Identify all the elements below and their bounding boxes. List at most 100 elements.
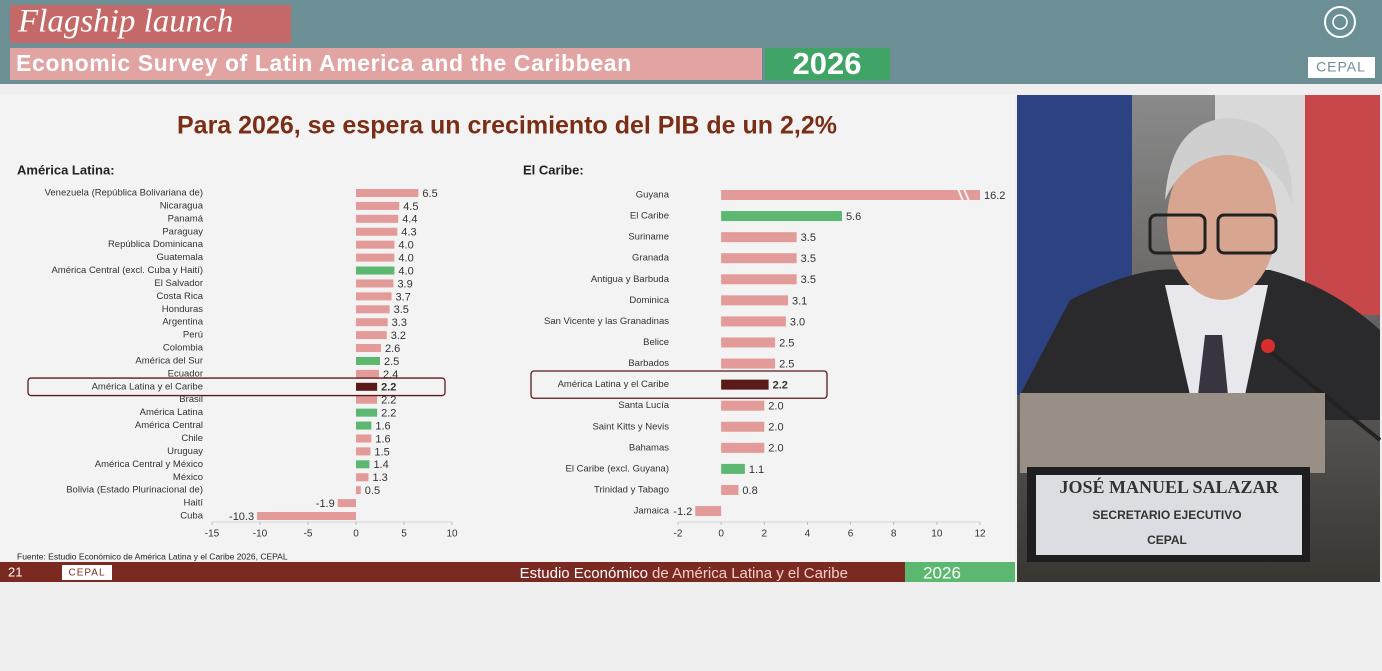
category-label: Costa Rica (157, 291, 204, 302)
header-subtitle: Economic Survey of Latin America and the… (16, 50, 632, 76)
category-label: El Caribe (630, 211, 669, 222)
value-label: 5.6 (846, 211, 861, 223)
bar (356, 292, 392, 301)
x-tick-label: -15 (205, 529, 220, 540)
bar (356, 318, 388, 327)
value-label: 4.3 (401, 227, 416, 239)
value-label: -1.9 (316, 498, 335, 510)
bar (356, 227, 398, 236)
value-label: 4.0 (398, 240, 413, 252)
value-label: 2.6 (385, 343, 400, 355)
category-label: Barbados (628, 358, 669, 369)
bar (721, 316, 786, 327)
axis-break (963, 188, 970, 202)
year-box (765, 48, 890, 80)
bar (356, 460, 370, 469)
microphone (1260, 343, 1382, 442)
value-label: 4.5 (403, 201, 418, 213)
bar (721, 190, 980, 200)
source: Fuente: Estudio Económico de América Lat… (17, 551, 288, 561)
highlight-box (530, 370, 828, 399)
logo-box (1308, 57, 1375, 78)
value-label: 1.3 (372, 472, 387, 484)
footer-year-box (905, 562, 1015, 582)
category-label: Colombia (163, 343, 204, 354)
bar (356, 305, 390, 314)
category-label: América Latina y el Caribe (558, 379, 669, 390)
value-label: 2.2 (381, 395, 396, 407)
value-label: 1.6 (375, 433, 390, 445)
bar (721, 295, 789, 306)
category-label: Ecuador (168, 368, 203, 379)
category-label: Trinidad y Tabago (594, 484, 669, 495)
bar (721, 484, 739, 495)
value-label: -1.2 (673, 506, 692, 518)
category-label: Nicaragua (160, 200, 204, 211)
category-label: Haití (183, 498, 203, 509)
category-label: Saint Kitts y Nevis (592, 421, 669, 432)
category-label: América Latina (140, 407, 204, 418)
bar (356, 486, 361, 495)
bar (356, 369, 380, 378)
bar (356, 201, 400, 210)
value-label: 3.5 (801, 253, 816, 265)
x-tick-label: 12 (974, 529, 986, 540)
bar (356, 447, 371, 456)
value-label: 1.5 (374, 446, 389, 458)
footer-bar (0, 562, 905, 582)
plot (695, 190, 980, 517)
category-label: República Dominicana (108, 239, 204, 250)
laptop (1020, 393, 1325, 473)
value-label: 2.5 (779, 358, 794, 370)
value-label: 4.0 (398, 253, 413, 265)
category-label: Jamaica (634, 506, 670, 517)
value-label: 3.5 (801, 232, 816, 244)
bar (356, 344, 381, 353)
value-label: 2.2 (381, 408, 396, 420)
value-label: 6.5 (422, 188, 437, 200)
bar (721, 358, 776, 369)
value-label: 16.2 (984, 190, 1005, 202)
value-label: 2.5 (384, 356, 399, 368)
footer-title-rest: de América Latina y el Caribe (652, 565, 848, 582)
x-tick-label: 4 (805, 529, 811, 540)
x-tick-label: 10 (446, 529, 458, 540)
bar (721, 442, 765, 453)
bar (721, 379, 769, 390)
category-label: América del Sur (135, 355, 203, 366)
category-label: Perú (183, 330, 203, 341)
value-label: 1.1 (749, 464, 764, 476)
chart-title: América Latina: (17, 162, 115, 177)
value-label: 3.3 (392, 317, 407, 329)
value-label: 2.0 (768, 443, 783, 455)
category-label: América Central (excl. Cuba y Haití) (51, 265, 203, 276)
x-tick-label: 0 (353, 529, 359, 540)
value-label: 2.0 (768, 422, 783, 434)
bar (356, 408, 378, 417)
category-label: Panamá (168, 213, 204, 224)
plot (257, 189, 419, 520)
title-box (10, 5, 291, 43)
category-label: México (173, 472, 203, 483)
hair (1165, 118, 1293, 205)
value-label: 3.7 (396, 291, 411, 303)
bar (721, 211, 842, 222)
category-label: Uruguay (167, 446, 203, 457)
bar (356, 421, 372, 430)
footer-title-bold: Estudio Económico (520, 565, 648, 582)
bar (356, 279, 394, 288)
value-label: 4.4 (402, 214, 417, 226)
category-label: Guatemala (157, 252, 204, 263)
x-tick-label: 8 (891, 529, 897, 540)
category-label: Antigua y Barbuda (591, 274, 670, 285)
un-logo-inner (1332, 14, 1348, 30)
category-label: Paraguay (162, 226, 203, 237)
bar (721, 400, 765, 411)
category-label: Venezuela (República Bolivariana de) (45, 188, 203, 199)
value-label: 0.8 (742, 485, 757, 497)
category-label: Santa Lucía (618, 400, 669, 411)
category-label: América Central y México (95, 459, 203, 470)
category-label: Bahamas (629, 442, 669, 453)
mic-light (1261, 339, 1275, 353)
chart-title: El Caribe: (523, 162, 584, 177)
